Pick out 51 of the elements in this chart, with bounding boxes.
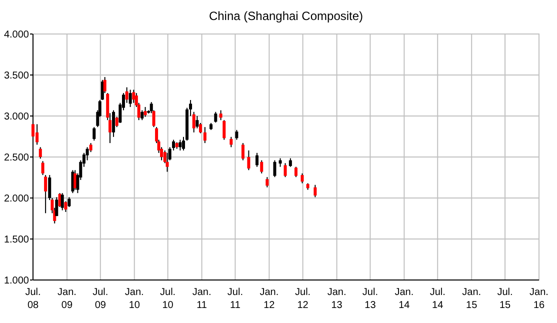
candlestick: [92, 126, 96, 142]
candlestick: [300, 172, 304, 184]
candlestick: [203, 126, 206, 144]
candlestick: [60, 192, 64, 211]
candlestick: [36, 124, 39, 146]
candlestick: [247, 150, 250, 171]
x-tick-label: Jan. 09: [58, 287, 76, 311]
candlestick: [178, 139, 182, 151]
y-tick-label: 3.000: [4, 112, 30, 122]
candlestick: [144, 106, 147, 118]
x-tick-label: Jan. 16: [530, 287, 548, 311]
candlestick: [214, 111, 218, 124]
y-tick-label: 3.500: [4, 70, 30, 82]
candlestick: [38, 146, 42, 160]
candlestick: [294, 166, 298, 178]
candlestick: [284, 162, 287, 178]
x-tick-label: Jan. 11: [192, 287, 212, 311]
x-tick-label: Jul. 14: [430, 287, 446, 311]
x-tick-label: Jan. 14: [394, 287, 414, 311]
candlestick: [132, 89, 136, 104]
x-tick-label: Jul. 10: [160, 287, 176, 311]
x-tick-label: Jul. 12: [295, 287, 311, 311]
chart-title: China (Shanghai Composite): [208, 9, 364, 23]
candlestick: [68, 196, 71, 208]
candlestick: [230, 136, 233, 148]
x-tick-label: Jul. 08: [25, 287, 41, 311]
candlestick: [196, 116, 199, 129]
x-tick-label: Jan. 10: [124, 287, 144, 311]
y-tick-label: 4.000: [4, 30, 30, 40]
y-tick-label: 2.500: [4, 152, 30, 164]
x-tick-label: Jan. 13: [327, 287, 346, 311]
x-tick-label: Jul. 15: [497, 287, 513, 311]
x-tick-label: Jul. 11: [227, 287, 243, 311]
candlestick: [314, 184, 317, 198]
candlestick: [241, 142, 244, 161]
candlestick: [235, 129, 238, 140]
candlestick: [273, 160, 276, 178]
candlestick: [128, 89, 132, 108]
candlestick: [256, 152, 259, 168]
candlestick: [222, 120, 226, 140]
candlestick: [41, 160, 44, 176]
candlestick: [266, 176, 269, 188]
x-tick-label: Jan. 12: [260, 287, 279, 311]
x-tick-label: Jan. 15: [462, 287, 482, 311]
y-tick-label: 2.000: [4, 194, 30, 204]
x-tick-label: Jul. 13: [362, 287, 378, 311]
y-tick-label: 1.000: [4, 276, 30, 286]
candlestick: [44, 174, 48, 214]
x-tick-label: Jul. 09: [92, 287, 108, 311]
y-tick-label: 1.500: [4, 234, 30, 246]
candlestick: [219, 110, 222, 121]
